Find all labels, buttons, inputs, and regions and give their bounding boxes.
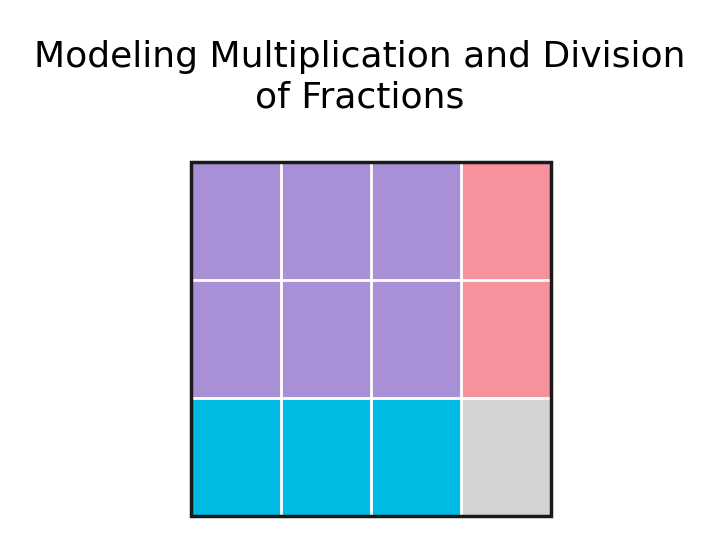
Bar <box>191 162 551 516</box>
Bar <box>461 280 551 398</box>
Bar <box>461 162 551 280</box>
Bar <box>191 280 281 398</box>
Bar <box>371 280 461 398</box>
Bar <box>371 162 461 280</box>
Text: Modeling Multiplication and Division: Modeling Multiplication and Division <box>35 40 685 73</box>
Bar <box>461 398 551 516</box>
Bar <box>281 162 371 280</box>
Text: of Fractions: of Fractions <box>256 80 464 114</box>
Bar <box>191 398 281 516</box>
Bar <box>281 280 371 398</box>
Bar <box>371 398 461 516</box>
Bar <box>281 398 371 516</box>
Bar <box>191 162 281 280</box>
